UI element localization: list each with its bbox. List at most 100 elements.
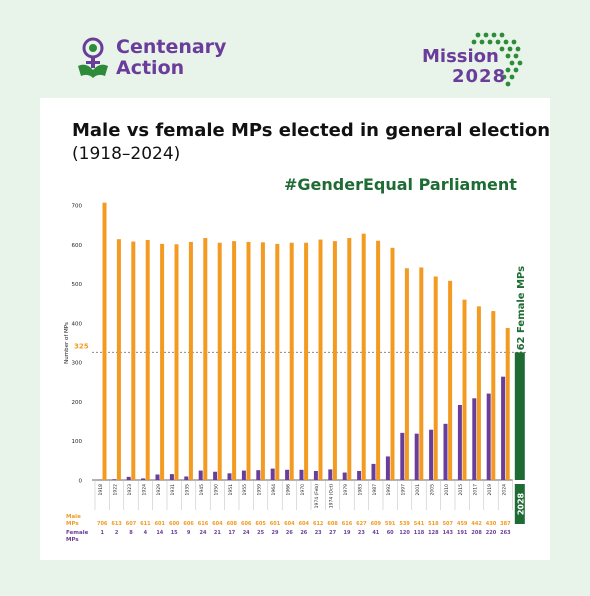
target-category-label: 2028 [516,492,525,515]
centenary-logo-line2: Action [116,57,185,79]
x-tick-label: 2017 [473,484,479,496]
male-bar [246,241,251,480]
y-axis-label: Number of MPs [64,322,70,364]
male-value-label: 507 [443,521,454,527]
male-value-label: 606 [241,521,252,527]
female-bar [141,478,146,480]
male-bar [131,241,136,480]
female-bar [112,479,117,480]
male-value-label: 600 [169,521,180,527]
male-bar [376,240,381,480]
male-bar [116,239,121,480]
female-value-label: 220 [486,530,497,536]
male-value-label: 706 [97,521,108,527]
x-tick-label: 2015 [458,484,464,496]
female-value-label: 2 [115,530,119,536]
male-value-label: 518 [428,521,439,527]
female-value-label: 14 [156,530,163,536]
male-bar [505,327,510,480]
female-bar [270,468,275,480]
male-bar [275,243,280,480]
male-value-label: 606 [183,521,194,527]
x-tick-label: 1931 [170,484,176,496]
x-tick-label: 1929 [156,484,162,496]
male-value-label: 459 [457,521,468,527]
male-bar [448,280,453,480]
male-bar [361,233,366,480]
female-value-label: 263 [500,530,511,536]
female-value-label: 60 [387,530,394,536]
male-value-label: 607 [126,521,137,527]
male-bar [174,244,179,480]
female-value-label: 118 [414,530,425,536]
male-bar [462,299,467,480]
male-bar [332,241,337,480]
male-bar [289,242,294,480]
male-value-label: 604 [299,521,310,527]
male-value-label: 541 [414,521,425,527]
x-tick-label: 1918 [98,484,104,496]
female-bar [501,376,506,480]
female-bar [213,471,218,480]
chart-title: Male vs female MPs elected in general el… [72,120,550,141]
female-value-label: 4 [144,530,148,536]
male-row-label: Male MPs [66,514,81,527]
y-tick-label: 300 [72,361,83,367]
female-value-label: 24 [200,530,207,536]
x-tick-label: 1997 [401,484,407,496]
x-tick-label: 1935 [185,484,191,496]
x-tick-label: 2001 [415,484,421,496]
female-value-label: 8 [129,530,133,536]
female-bar [169,474,174,480]
x-tick-label: 1970 [300,484,306,496]
female-bar [400,432,405,480]
female-bar [357,470,362,480]
male-bar [102,202,107,480]
mission-logo-word: Mission [422,46,499,67]
y-tick-label: 400 [72,321,83,327]
y-tick-label: 500 [72,282,83,288]
x-tick-label: 1964 [271,484,277,496]
male-bar [188,241,193,480]
female-value-label: 15 [171,530,178,536]
female-value-label: 17 [228,530,235,536]
female-bar [227,473,232,480]
female-value-label: 143 [443,530,454,536]
female-bar [385,456,390,480]
female-value-label: 1 [100,530,104,536]
y-tick-label: 200 [72,400,83,406]
male-bar [160,243,165,480]
target-bar-label: +62 Female MPs [516,266,527,359]
male-value-label: 616 [342,521,353,527]
female-value-label: 41 [372,530,379,536]
female-bar [184,476,189,480]
x-tick-label: 2019 [487,484,493,496]
x-tick-label: 1974 (Feb) [314,484,320,509]
female-value-label: 21 [214,530,221,536]
female-bar [371,463,376,480]
suffragette-emblem-icon [78,37,108,78]
male-value-label: 612 [313,521,324,527]
male-value-label: 627 [356,521,367,527]
male-bar [217,242,222,480]
female-value-label: 128 [428,530,439,536]
chart-card: Male vs female MPs elected in general el… [40,98,550,560]
reference-label: 325 [74,342,89,350]
male-bar [419,267,424,480]
male-bar [232,241,237,480]
male-bar [318,239,323,480]
female-value-label: 27 [329,530,336,536]
y-tick-label: 600 [72,243,83,249]
female-bar [241,470,246,480]
female-bar [285,469,290,480]
female-value-label: 26 [300,530,307,536]
x-tick-label: 1974 (Oct) [329,484,335,508]
male-value-label: 608 [327,521,338,527]
male-bar [476,306,481,480]
male-bar [390,247,395,480]
female-value-label: 9 [187,530,191,536]
male-value-label: 601 [270,521,281,527]
x-tick-label: 1955 [242,484,248,496]
female-bar [414,433,419,480]
